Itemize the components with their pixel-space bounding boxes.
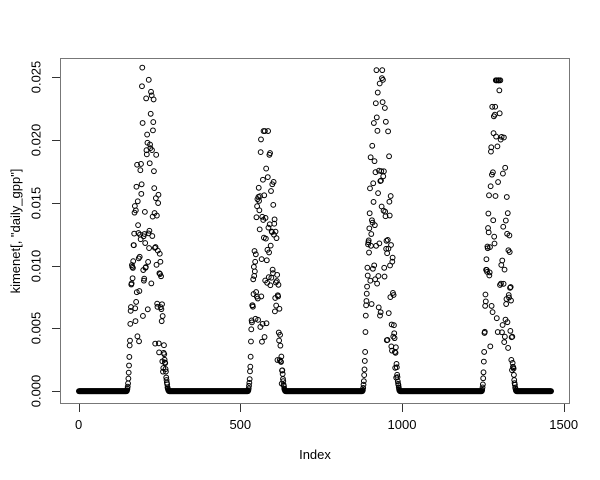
y-tick-mark — [52, 265, 60, 267]
y-tick-mark — [52, 202, 60, 204]
y-tick-label: 0.010 — [28, 249, 44, 282]
x-tick-mark — [78, 404, 80, 412]
y-tick-label: 0.025 — [28, 60, 44, 94]
x-tick-label: 1000 — [387, 417, 417, 432]
y-tick-label: 0.015 — [28, 186, 44, 219]
y-tick-mark — [52, 139, 60, 141]
y-axis-title: kimenet[, "daily_gpp"] — [8, 168, 23, 294]
x-tick-label: 0 — [74, 417, 83, 432]
x-axis-title: Index — [299, 447, 331, 462]
x-tick-mark — [240, 404, 242, 412]
y-tick-mark — [52, 391, 60, 393]
y-tick-label: 0.020 — [28, 123, 44, 157]
x-tick-label: 500 — [229, 417, 252, 432]
x-tick-mark — [402, 404, 403, 412]
y-tick-mark — [52, 328, 60, 330]
y-tick-mark — [52, 77, 60, 79]
plot-box — [60, 58, 570, 404]
y-tick-label: 0.000 — [28, 374, 44, 408]
y-tick-label: 0.005 — [28, 312, 44, 345]
x-tick-label: 1500 — [549, 417, 579, 432]
x-tick-mark — [563, 404, 565, 412]
